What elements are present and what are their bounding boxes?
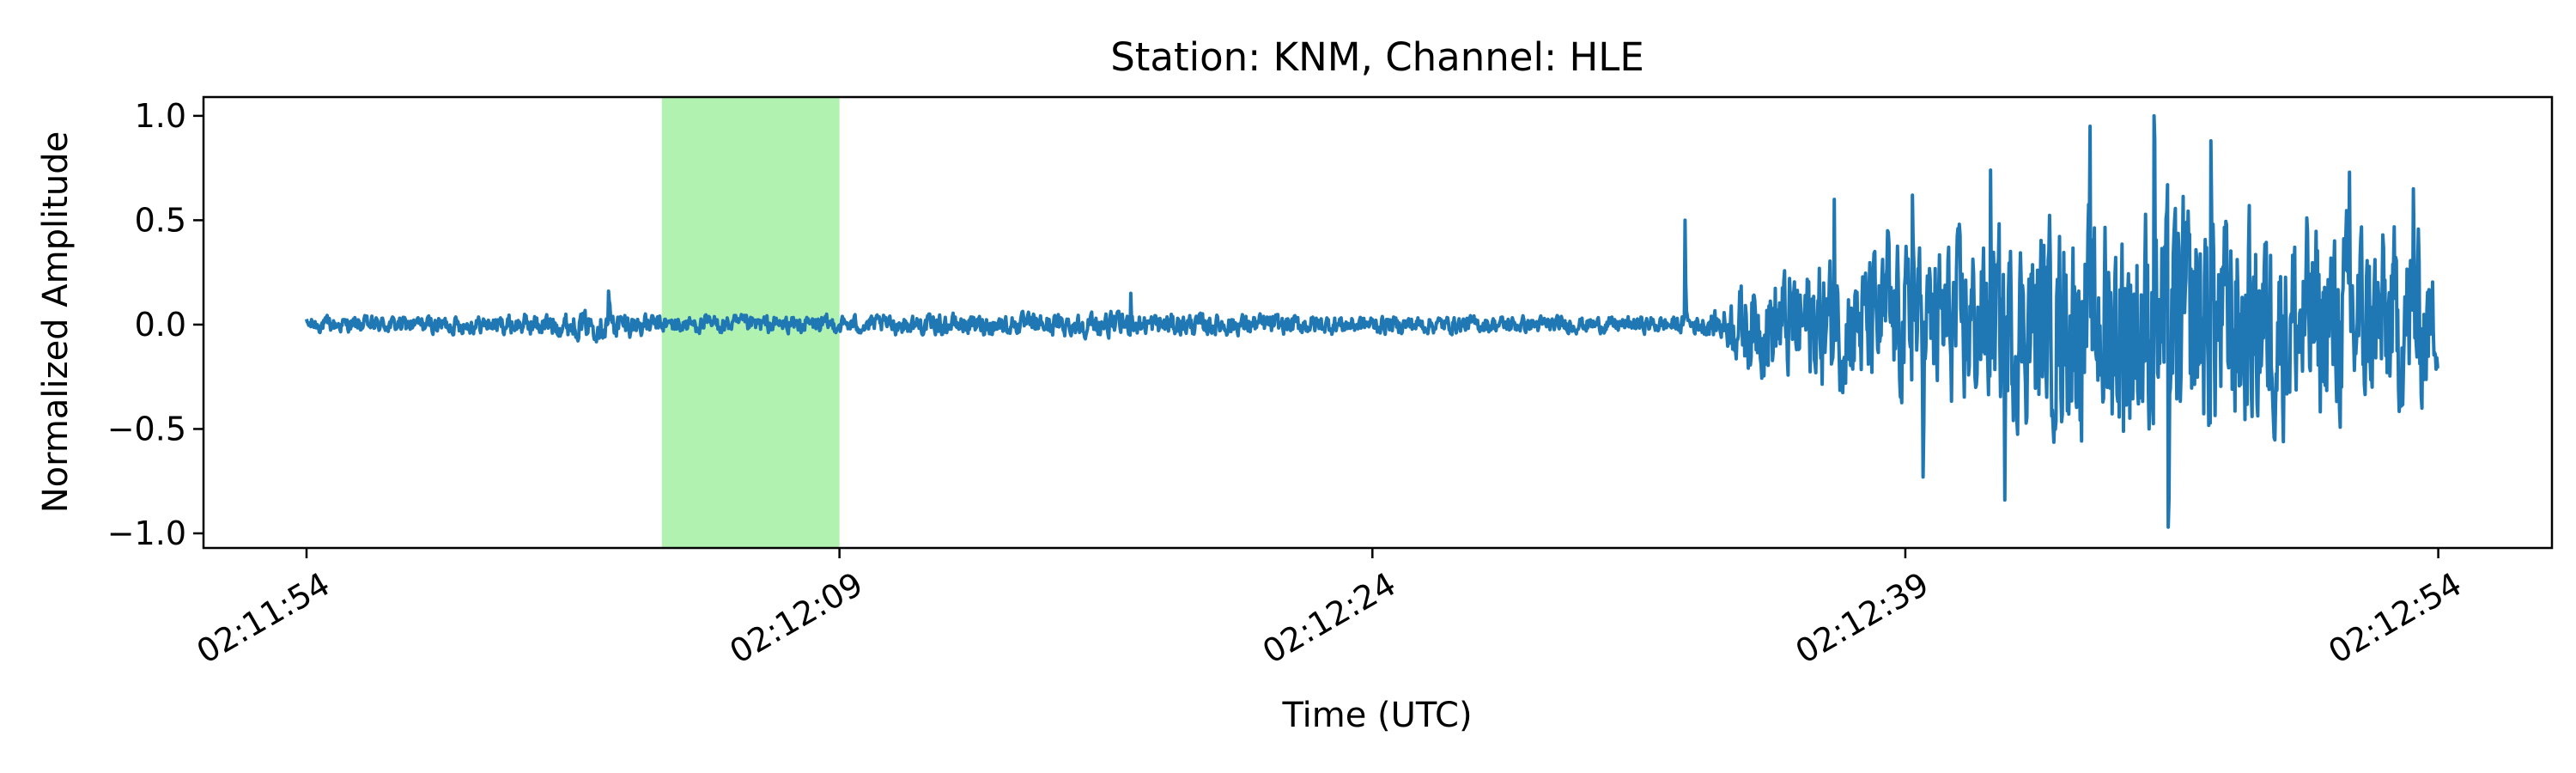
x-axis-label: Time (UTC): [1281, 696, 1472, 735]
x-tick-label: 02:12:39: [1789, 565, 1935, 671]
plot-frame: [202, 95, 2554, 550]
y-tick-label: 1.0: [135, 97, 186, 135]
y-tick-label: −1.0: [107, 514, 186, 552]
x-tick-label: 02:12:09: [723, 565, 869, 671]
y-tick-label: 0.0: [135, 306, 186, 344]
x-tick-label: 02:12:24: [1256, 565, 1402, 671]
y-axis-label: Normalized Amplitude: [36, 131, 76, 514]
chart-title: Station: KNM, Channel: HLE: [1110, 34, 1644, 80]
x-tick-label: 02:12:54: [2322, 565, 2468, 671]
y-tick-label: 0.5: [135, 201, 186, 239]
x-tick-label: 02:11:54: [191, 565, 337, 671]
waveform-line: [305, 113, 2440, 529]
y-tick-label: −0.5: [107, 410, 186, 447]
